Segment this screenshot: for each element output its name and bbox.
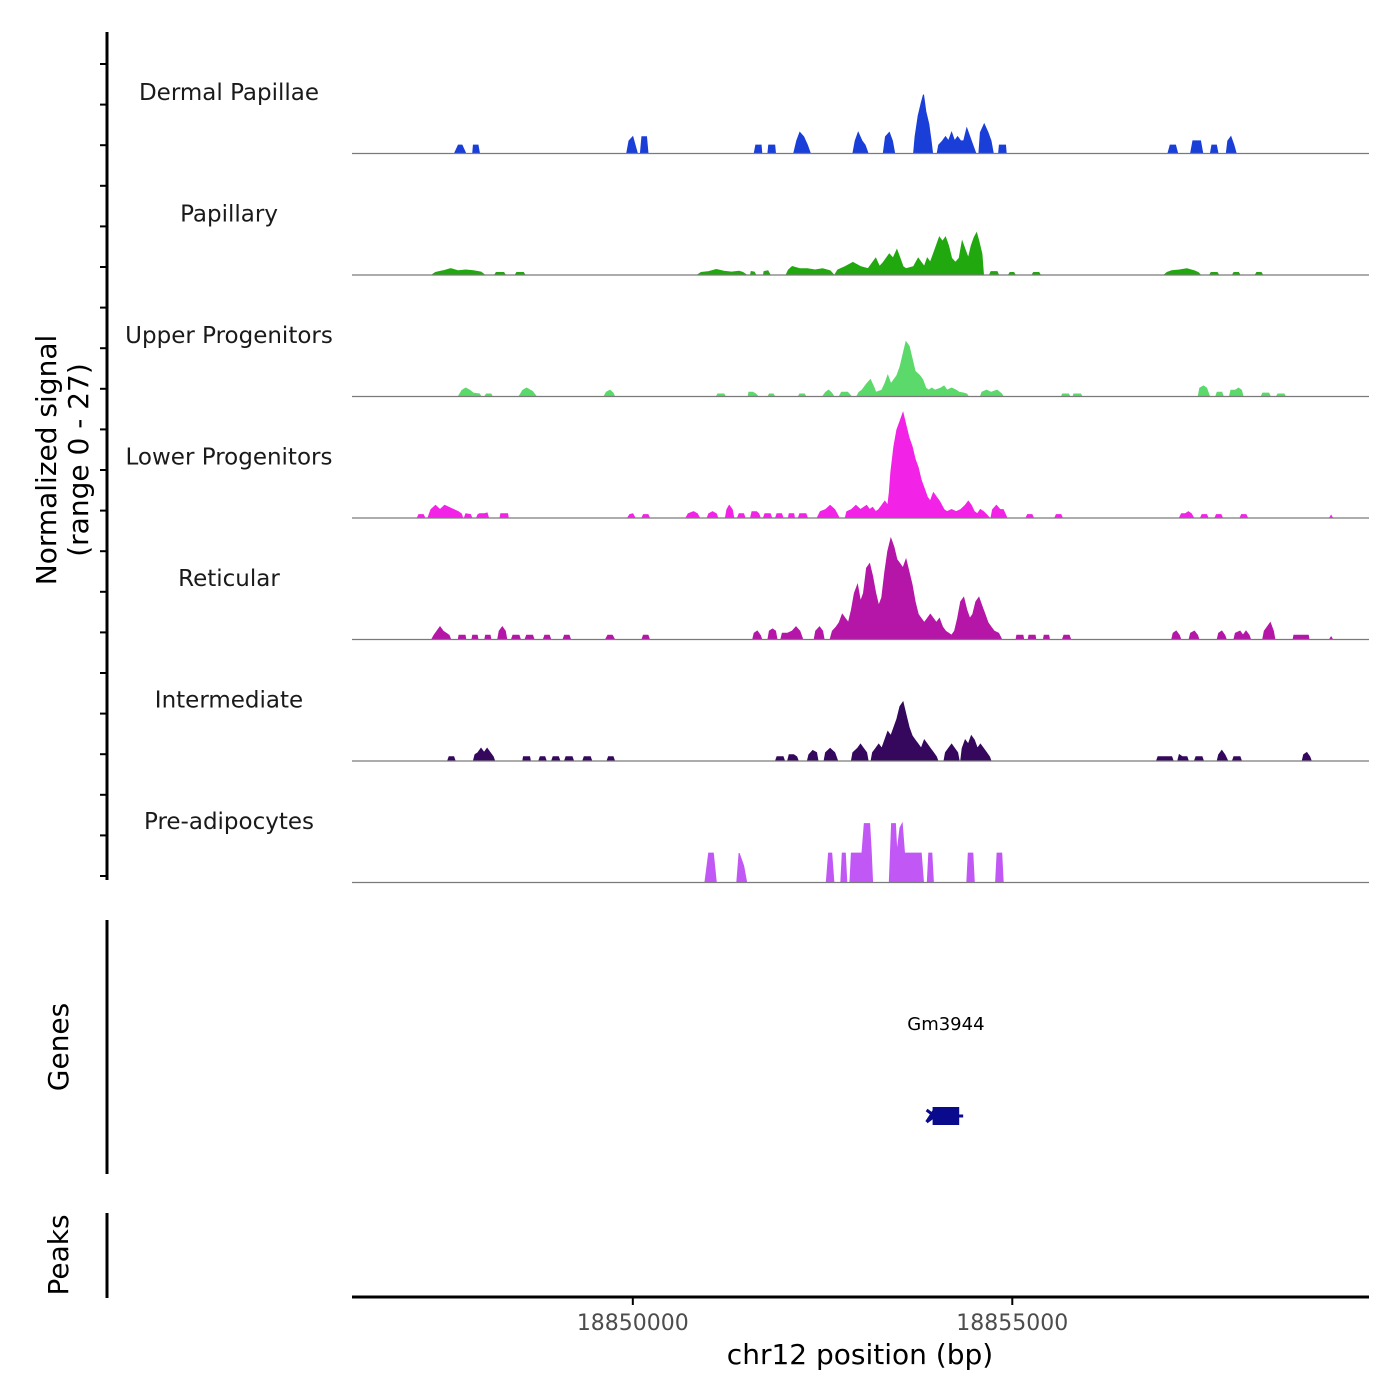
track-upper-progenitors: Upper Progenitors: [125, 323, 1369, 398]
track-label: Upper Progenitors: [125, 323, 333, 349]
track-intermediate: Intermediate: [155, 688, 1369, 762]
gene-track: Gm3944: [907, 1014, 985, 1125]
track-label: Lower Progenitors: [126, 445, 333, 471]
track-signal-area: [430, 536, 1334, 640]
x-axis-title: chr12 position (bp): [727, 1338, 993, 1371]
coverage-y-ticks: [100, 63, 107, 877]
x-tick-label: 18850000: [577, 1311, 689, 1336]
peaks-panel-label: Peaks: [42, 1214, 75, 1295]
track-reticular: Reticular: [178, 536, 1369, 641]
gene-label: Gm3944: [907, 1014, 984, 1035]
x-axis-ticks: 18850000 18855000: [577, 1297, 1068, 1336]
track-pre-adipocytes: Pre-adipocytes: [144, 809, 1369, 884]
track-signal-area: [446, 700, 1313, 762]
track-label: Dermal Papillae: [139, 80, 319, 106]
coverage-tracks: Dermal Papillae Papillary Upper Progenitor…: [125, 80, 1369, 884]
track-signal-area: [416, 411, 1334, 519]
genes-panel-label: Genes: [42, 1003, 75, 1091]
y-axis-title-line1: Normalized signal: [30, 335, 63, 586]
x-tick-label: 18855000: [956, 1311, 1068, 1336]
track-lower-progenitors: Lower Progenitors: [126, 411, 1369, 519]
y-axis-title-line2: (range 0 - 27): [62, 363, 95, 557]
track-label: Pre-adipocytes: [144, 809, 314, 835]
track-signal-area: [457, 340, 1287, 397]
track-label: Reticular: [178, 566, 280, 592]
track-signal-area: [704, 821, 1004, 883]
track-signal-area: [453, 94, 1237, 154]
track-label: Papillary: [180, 202, 278, 228]
track-dermal-papillae: Dermal Papillae: [139, 80, 1369, 155]
track-label: Intermediate: [155, 688, 303, 714]
track-papillary: Papillary: [180, 202, 1369, 276]
y-axis-title: Normalized signal (range 0 - 27): [30, 335, 95, 586]
track-signal-area: [430, 231, 1264, 276]
